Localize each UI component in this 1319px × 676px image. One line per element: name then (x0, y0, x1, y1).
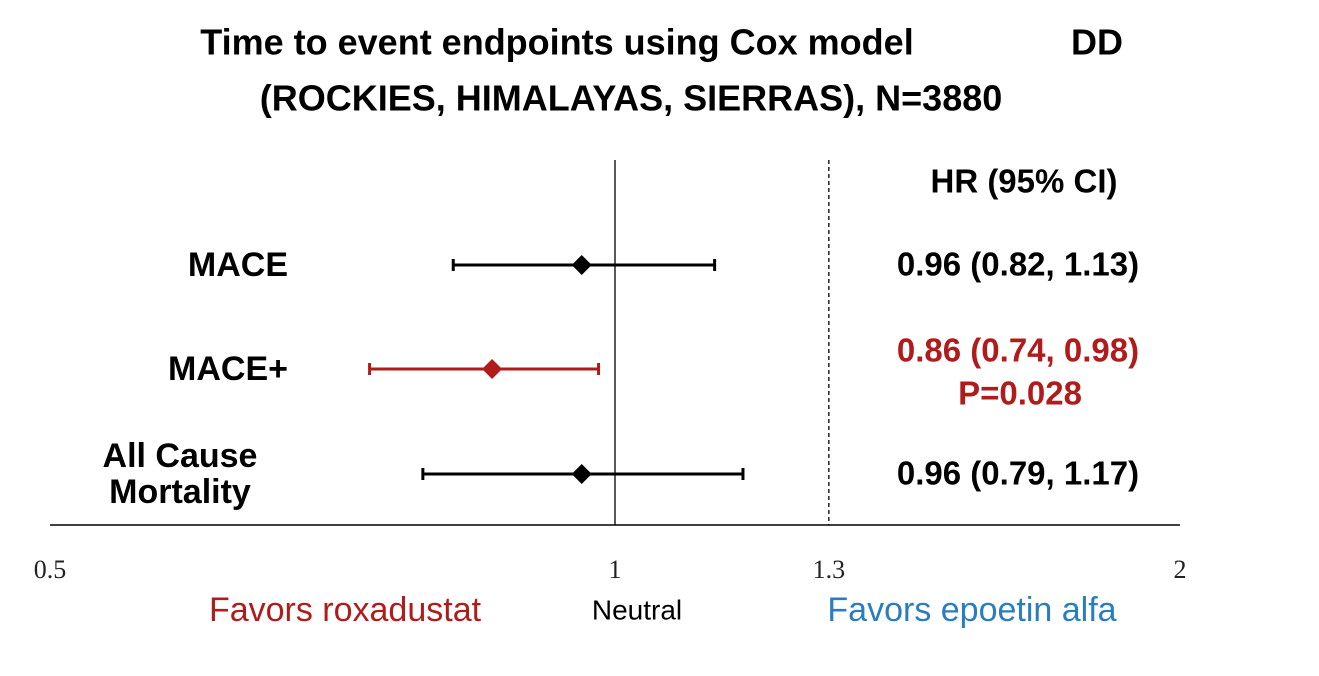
x-tick-label: 1.3 (813, 555, 846, 584)
point-estimate (482, 359, 503, 379)
chart-subtitle: (ROCKIES, HIMALAYAS, SIERRAS), N=3880 (260, 78, 1003, 119)
category-label: All Cause Mortality (102, 437, 258, 511)
category-label: MACE (187, 246, 288, 284)
category-label: MACE+ (168, 350, 288, 388)
point-estimate (571, 255, 592, 275)
annotation: P=0.028 (958, 375, 1082, 412)
x-tick-label: 1 (609, 555, 622, 584)
chart-title: Time to event endpoints using Cox model (200, 22, 913, 63)
column-header: HR (95% CI) (930, 163, 1117, 200)
value-label: 0.96 (0.79, 1.17) (897, 455, 1139, 492)
footer-label: Favors epoetin alfa (827, 591, 1116, 629)
footer-label: Neutral (592, 594, 682, 625)
x-tick-label: 2 (1174, 555, 1187, 584)
footer-label: Favors roxadustat (209, 591, 482, 629)
title-note: DD (1071, 22, 1123, 63)
x-tick-label: 0.5 (34, 555, 67, 584)
value-label: 0.96 (0.82, 1.13) (897, 246, 1139, 283)
point-estimate (571, 464, 592, 484)
value-label: 0.86 (0.74, 0.98) (897, 332, 1139, 369)
